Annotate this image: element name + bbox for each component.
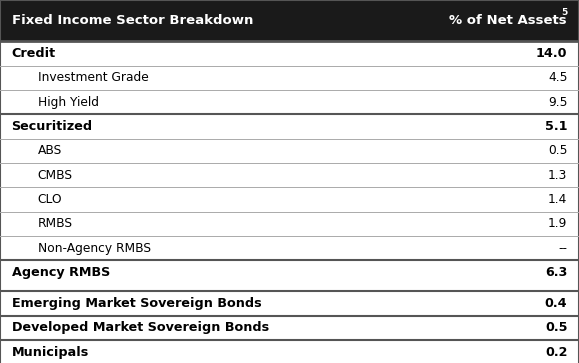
Text: --: --	[558, 242, 567, 255]
Text: 0.5: 0.5	[545, 321, 567, 334]
Text: 14.0: 14.0	[536, 47, 567, 60]
Text: RMBS: RMBS	[38, 217, 72, 231]
Text: 0.5: 0.5	[548, 144, 567, 157]
Text: 1.9: 1.9	[548, 217, 567, 231]
Text: Investment Grade: Investment Grade	[38, 71, 148, 84]
Text: 0.4: 0.4	[545, 297, 567, 310]
FancyBboxPatch shape	[0, 0, 579, 41]
Text: Non-Agency RMBS: Non-Agency RMBS	[38, 242, 151, 255]
Text: Emerging Market Sovereign Bonds: Emerging Market Sovereign Bonds	[12, 297, 261, 310]
Text: Municipals: Municipals	[12, 346, 89, 359]
Text: Securitized: Securitized	[12, 120, 93, 133]
Text: 0.2: 0.2	[545, 346, 567, 359]
Text: 1.4: 1.4	[548, 193, 567, 206]
Text: High Yield: High Yield	[38, 95, 98, 109]
Text: 9.5: 9.5	[548, 95, 567, 109]
Text: Credit: Credit	[12, 47, 56, 60]
Text: 4.5: 4.5	[548, 71, 567, 84]
Text: 6.3: 6.3	[545, 266, 567, 279]
Text: 5.1: 5.1	[545, 120, 567, 133]
Text: CLO: CLO	[38, 193, 63, 206]
Text: Fixed Income Sector Breakdown: Fixed Income Sector Breakdown	[12, 14, 253, 27]
Text: Agency RMBS: Agency RMBS	[12, 266, 110, 279]
Text: 5: 5	[561, 8, 567, 17]
Text: Developed Market Sovereign Bonds: Developed Market Sovereign Bonds	[12, 321, 269, 334]
Text: 1.3: 1.3	[548, 169, 567, 182]
Text: % of Net Assets: % of Net Assets	[449, 14, 567, 27]
Text: ABS: ABS	[38, 144, 62, 157]
Text: CMBS: CMBS	[38, 169, 72, 182]
